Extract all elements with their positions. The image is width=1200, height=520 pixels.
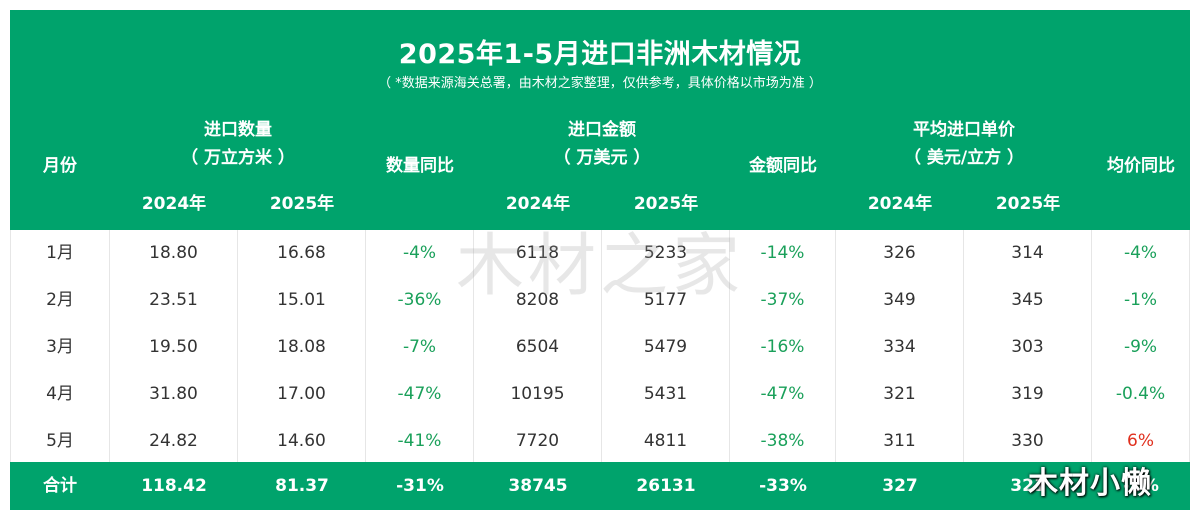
total-amt-yoy: -33% [759, 476, 807, 496]
data-source-note: （ *数据来源海关总署，由木材之家整理，仅供参考，具体价格以市场为准 ） [378, 76, 822, 91]
total-label: 合计 [43, 476, 77, 496]
cell-qty-yoy: -36% [366, 277, 474, 324]
cell-amt-2024: 10195 [474, 371, 602, 418]
table-row: 5月 24.82 14.60 -41% 7720 4811 -38% 311 3… [10, 418, 1190, 466]
cell-amt-yoy: -47% [730, 371, 836, 418]
header-amt-2024: 2024年 [505, 194, 571, 214]
cell-qty-2024: 18.80 [110, 230, 238, 277]
page-title: 2025年1-5月进口非洲木材情况 [398, 39, 802, 70]
cell-amt-yoy: -37% [730, 277, 836, 324]
cell-qty-2024: 24.82 [110, 418, 238, 465]
header-price-2024: 2024年 [867, 194, 933, 214]
cell-amt-2025: 5431 [602, 371, 730, 418]
cell-price-yoy: -1% [1092, 277, 1190, 324]
cell-price-yoy: -4% [1092, 230, 1190, 277]
cell-price-2024: 321 [836, 371, 964, 418]
cell-qty-yoy: -41% [366, 418, 474, 465]
cell-month: 1月 [10, 230, 110, 277]
cell-price-2025: 303 [964, 324, 1092, 371]
cell-amt-2025: 4811 [602, 418, 730, 465]
header-qty-2024: 2024年 [141, 194, 207, 214]
total-qty-2025: 81.37 [275, 476, 329, 496]
header-price-unit: （ 美元/立方 ） [903, 148, 1025, 168]
cell-qty-2025: 17.00 [238, 371, 366, 418]
cell-qty-2025: 15.01 [238, 277, 366, 324]
header-amt-unit: （ 万美元 ） [553, 148, 651, 168]
cell-month: 5月 [10, 418, 110, 465]
total-row: 合计 118.42 81.37 -31% 38745 26131 -33% 32… [10, 462, 1190, 510]
cell-qty-2024: 31.80 [110, 371, 238, 418]
cell-qty-yoy: -47% [366, 371, 474, 418]
cell-amt-2024: 7720 [474, 418, 602, 465]
brand-overlay-text: 木材小懒 [1028, 466, 1152, 501]
cell-amt-yoy: -38% [730, 418, 836, 465]
header-price-group: 平均进口单价 [913, 120, 1015, 140]
cell-price-yoy: -9% [1092, 324, 1190, 371]
cell-qty-2025: 16.68 [238, 230, 366, 277]
total-amt-2025: 26131 [636, 476, 696, 496]
cell-qty-2025: 18.08 [238, 324, 366, 371]
data-table-frame: 2025年1-5月进口非洲木材情况 （ *数据来源海关总署，由木材之家整理，仅供… [10, 10, 1190, 510]
total-price-2024: 327 [882, 476, 918, 496]
cell-qty-yoy: -4% [366, 230, 474, 277]
total-price-yoy: -2% [1123, 476, 1159, 496]
total-qty-yoy: -31% [396, 476, 444, 496]
header-month: 月份 [43, 156, 77, 176]
cell-month: 2月 [10, 277, 110, 324]
cell-amt-2024: 6118 [474, 230, 602, 277]
header-qty-group: 进口数量 [204, 120, 272, 140]
total-qty-2024: 118.42 [141, 476, 207, 496]
cell-price-2025: 319 [964, 371, 1092, 418]
cell-amt-2024: 6504 [474, 324, 602, 371]
cell-amt-2024: 8208 [474, 277, 602, 324]
cell-price-2024: 334 [836, 324, 964, 371]
cell-qty-2024: 19.50 [110, 324, 238, 371]
cell-qty-2025: 14.60 [238, 418, 366, 465]
table-row: 2月 23.51 15.01 -36% 8208 5177 -37% 349 3… [10, 277, 1190, 325]
cell-qty-2024: 23.51 [110, 277, 238, 324]
table-row: 3月 19.50 18.08 -7% 6504 5479 -16% 334 30… [10, 324, 1190, 372]
header-qty-unit: （ 万立方米 ） [181, 148, 295, 168]
cell-price-2025: 330 [964, 418, 1092, 465]
total-amt-2024: 38745 [508, 476, 568, 496]
table-row: 4月 31.80 17.00 -47% 10195 5431 -47% 321 … [10, 371, 1190, 419]
cell-month: 3月 [10, 324, 110, 371]
cell-price-2024: 326 [836, 230, 964, 277]
header-price-2025: 2025年 [995, 194, 1061, 214]
cell-price-2025: 314 [964, 230, 1092, 277]
cell-qty-yoy: -7% [366, 324, 474, 371]
table-row: 1月 18.80 16.68 -4% 6118 5233 -14% 326 31… [10, 230, 1190, 278]
cell-month: 4月 [10, 371, 110, 418]
cell-amt-yoy: -14% [730, 230, 836, 277]
table-header: 2025年1-5月进口非洲木材情况 （ *数据来源海关总署，由木材之家整理，仅供… [10, 10, 1190, 230]
cell-price-2025: 345 [964, 277, 1092, 324]
cell-price-yoy: 6% [1092, 418, 1190, 465]
cell-price-2024: 349 [836, 277, 964, 324]
cell-price-yoy: -0.4% [1092, 371, 1190, 418]
cell-amt-2025: 5479 [602, 324, 730, 371]
header-price-yoy: 均价同比 [1107, 156, 1175, 176]
cell-amt-yoy: -16% [730, 324, 836, 371]
cell-amt-2025: 5233 [602, 230, 730, 277]
header-amt-2025: 2025年 [633, 194, 699, 214]
header-amt-group: 进口金额 [568, 120, 636, 140]
cell-amt-2025: 5177 [602, 277, 730, 324]
total-price-2025: 321 [1010, 476, 1046, 496]
cell-price-2024: 311 [836, 418, 964, 465]
header-qty-yoy: 数量同比 [386, 156, 454, 176]
header-qty-2025: 2025年 [269, 194, 335, 214]
header-amt-yoy: 金额同比 [749, 156, 817, 176]
